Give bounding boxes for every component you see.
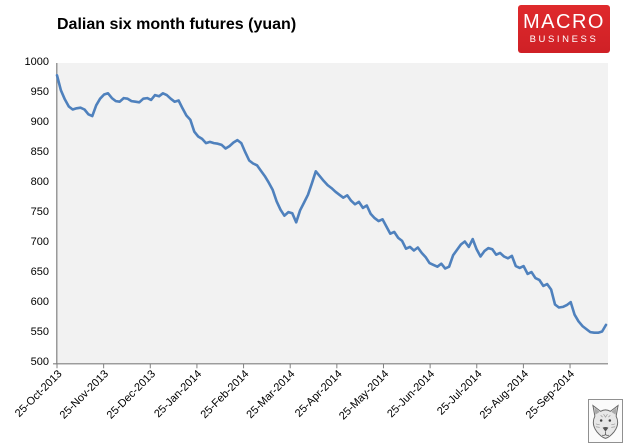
fox-icon bbox=[592, 404, 619, 439]
x-axis-ticks bbox=[56, 363, 571, 369]
x-tick-label: 25-Dec-2013 bbox=[104, 368, 158, 422]
x-tick-label: 25-Nov-2013 bbox=[57, 368, 112, 422]
x-tick-label: 25-Jul-2014 bbox=[434, 368, 485, 418]
y-tick-label: 750 bbox=[30, 206, 49, 219]
x-tick-label: 25-Feb-2014 bbox=[198, 368, 252, 422]
x-tick-label: 25-Apr-2014 bbox=[292, 368, 345, 420]
fox-sketch-image bbox=[588, 399, 623, 443]
y-tick-label: 1000 bbox=[24, 56, 49, 69]
y-tick-label: 500 bbox=[30, 356, 49, 369]
y-tick-label: 900 bbox=[30, 116, 49, 129]
x-tick-label: 25-Aug-2014 bbox=[477, 368, 531, 422]
y-tick-label: 800 bbox=[30, 176, 49, 189]
y-tick-label: 600 bbox=[30, 296, 49, 309]
y-tick-label: 700 bbox=[30, 236, 49, 249]
x-tick-label: 25-Mar-2014 bbox=[244, 368, 298, 422]
macrobusiness-logo: MACRO BUSINESS bbox=[518, 5, 610, 53]
y-tick-label: 950 bbox=[30, 86, 49, 99]
plot-area bbox=[57, 63, 608, 364]
y-tick-label: 850 bbox=[30, 146, 49, 159]
x-tick-label: 25-Sep-2014 bbox=[524, 368, 578, 422]
x-tick-label: 25-Jan-2014 bbox=[152, 368, 205, 421]
logo-text-business: BUSINESS bbox=[529, 34, 599, 45]
y-tick-label: 550 bbox=[30, 326, 49, 339]
logo-text-macro: MACRO bbox=[523, 11, 605, 33]
chart-title: Dalian six month futures (yuan) bbox=[57, 16, 297, 33]
y-tick-label: 650 bbox=[30, 266, 49, 279]
x-tick-label: 25-Jun-2014 bbox=[385, 368, 438, 421]
